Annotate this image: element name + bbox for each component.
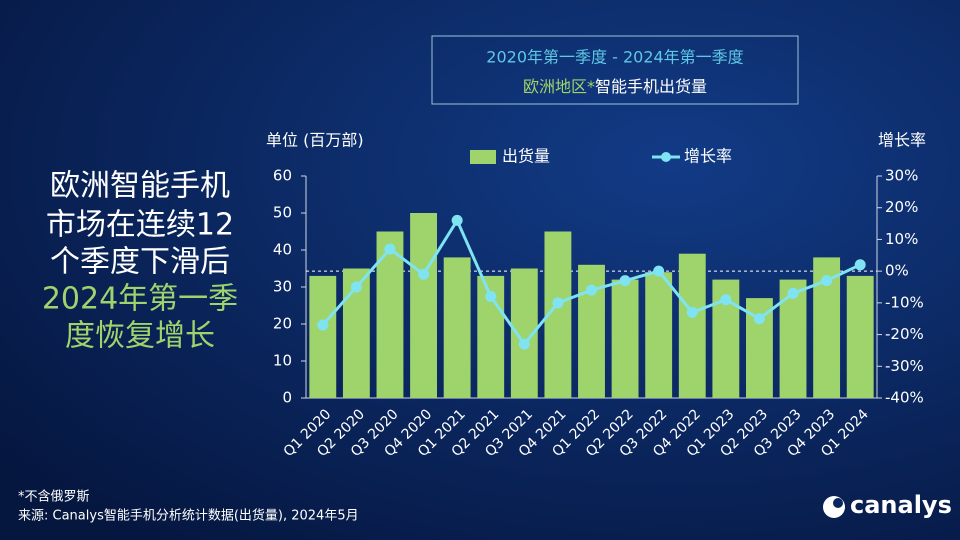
- y2-tick-label: 10%: [885, 230, 918, 248]
- bar: [410, 213, 437, 398]
- headline-line: 个季度下滑后: [50, 245, 230, 280]
- y2-tick-label: 30%: [885, 167, 918, 185]
- bar: [678, 253, 706, 398]
- legend-label: 增长率: [684, 147, 732, 166]
- y-tick-label: 10: [273, 352, 292, 370]
- chart-title: 2020年第一季度 - 2024年第一季度: [486, 48, 743, 67]
- y2-axis-title: 增长率: [878, 131, 926, 150]
- legend-swatch: [661, 152, 671, 162]
- y-axis-title: 单位 (百万部): [266, 131, 364, 150]
- line-point: [317, 319, 329, 331]
- line-point: [485, 291, 497, 303]
- bar: [645, 272, 673, 398]
- y2-tick-label: 0%: [885, 262, 909, 280]
- headline-line: 欧洲智能手机: [50, 169, 230, 204]
- logo-icon-cut: [833, 498, 843, 508]
- footnote: *不含俄罗斯: [18, 489, 90, 505]
- footnote: 来源: Canalys智能手机分析统计数据(出货量), 2024年5月: [18, 508, 359, 524]
- logo-icon: [823, 496, 845, 518]
- y2-tick-label: -10%: [885, 293, 924, 311]
- title-box: [431, 35, 799, 105]
- logo: canalys: [850, 491, 952, 519]
- line-point: [384, 243, 396, 255]
- subtitle-highlight: 欧洲地区*: [523, 77, 595, 96]
- y-tick-label: 50: [273, 204, 292, 222]
- line-point: [350, 281, 362, 293]
- y2-tick-label: 20%: [885, 198, 918, 216]
- y-tick-label: 0: [282, 389, 292, 407]
- line-point: [653, 265, 665, 277]
- headline-line: 度恢复增长: [65, 319, 215, 354]
- bar: [611, 279, 639, 398]
- line-point: [552, 297, 564, 309]
- bar: [309, 275, 337, 398]
- headline-line: 2024年第一季: [42, 282, 238, 317]
- line-point: [686, 306, 698, 318]
- y2-tick-label: -20%: [885, 325, 924, 343]
- line-point: [787, 287, 799, 299]
- y-tick-label: 60: [273, 167, 292, 185]
- y-tick-label: 40: [273, 241, 292, 259]
- y2-tick-label: -40%: [885, 389, 924, 407]
- y-tick-label: 20: [273, 315, 292, 333]
- line-point: [753, 313, 765, 325]
- subtitle-rest: 智能手机出货量: [595, 77, 707, 96]
- line-point: [720, 294, 732, 306]
- line-point: [854, 259, 866, 271]
- line-point: [619, 275, 631, 287]
- line-point: [418, 268, 430, 280]
- y2-tick-label: -30%: [885, 357, 924, 375]
- line-point: [451, 214, 463, 226]
- bar: [846, 275, 874, 398]
- legend-label: 出货量: [502, 147, 550, 166]
- bar: [443, 257, 471, 398]
- chart-subtitle: 欧洲地区*智能手机出货量: [523, 77, 707, 96]
- y-tick-label: 30: [273, 278, 292, 296]
- legend-swatch: [470, 150, 496, 164]
- line-point: [821, 275, 833, 287]
- headline-line: 市场在连续12: [46, 208, 234, 243]
- line-point: [586, 284, 597, 296]
- line-point: [518, 338, 530, 350]
